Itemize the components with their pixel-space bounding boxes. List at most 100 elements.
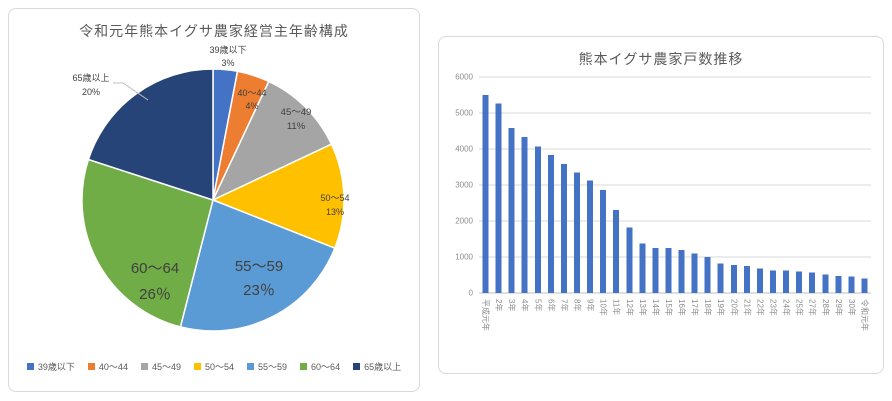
pie-slice-6 xyxy=(81,158,214,328)
x-axis-label: 5年 xyxy=(533,299,543,311)
pie-slice-value-label: 26％ xyxy=(139,286,171,303)
bar-24年 xyxy=(783,270,790,293)
bar-3年 xyxy=(508,128,515,293)
bar-chart-title: 熊本イグサ農家戸数推移 xyxy=(578,51,744,67)
legend-swatch-icon xyxy=(140,363,148,370)
legend-label: 39歳以下 xyxy=(37,362,75,372)
bar-27年 xyxy=(809,272,816,293)
y-axis-label: 0 xyxy=(469,289,474,298)
x-axis-label: 19年 xyxy=(716,299,726,316)
bar-5年 xyxy=(534,146,541,293)
legend-swatch-icon xyxy=(300,363,308,370)
x-axis-label: 4年 xyxy=(520,299,530,311)
bar-chart-canvas: 0 1000 2000 3000 4000 5000 6000 平成元年 2年 3年 4年 5年 6年 7… xyxy=(455,73,871,331)
pie-chart-card: 令和元年熊本イグサ農家経営主年齢構成 39歳以下 3% 40～44 4% 45～49 11… xyxy=(8,8,420,392)
bar-7年 xyxy=(560,163,567,293)
legend-label: 65歳以上 xyxy=(364,362,402,372)
y-axis-label: 5000 xyxy=(455,109,473,118)
legend-item: 55～59 xyxy=(247,360,287,373)
legend-label: 60～64 xyxy=(311,362,341,372)
bar-chart-card: 熊本イグサ農家戸数推移 0 1000 2000 3000 4000 5000 6000 平成元… xyxy=(438,36,884,374)
bar-10年 xyxy=(600,190,607,293)
x-axis-label: 22年 xyxy=(755,299,765,316)
pie-slice-value-label: 13% xyxy=(326,207,344,217)
x-axis-label: 15年 xyxy=(664,299,674,316)
bar-4年 xyxy=(521,137,528,293)
legend-swatch-icon xyxy=(87,363,95,370)
pie-slice-label: 45～49 xyxy=(281,107,312,118)
pie-slice-label: 60～64 xyxy=(131,260,179,277)
bar-21年 xyxy=(743,266,750,293)
legend-swatch-icon xyxy=(247,363,255,370)
x-axis-label: 21年 xyxy=(742,299,752,316)
x-axis-label: 28年 xyxy=(821,299,831,316)
x-axis-label: 18年 xyxy=(703,299,713,316)
bar-20年 xyxy=(730,264,737,293)
y-axis-label: 2000 xyxy=(455,217,473,226)
pie-slice-7 xyxy=(87,68,214,201)
legend-item: 50～54 xyxy=(193,360,235,373)
pie-slice-label: 65歳以上 xyxy=(72,72,109,83)
x-axis-label: 2年 xyxy=(494,299,504,311)
x-axis-label: 9年 xyxy=(586,299,596,311)
bar-14年 xyxy=(652,248,659,293)
bar-28年 xyxy=(822,274,829,293)
x-axis-label: 3年 xyxy=(507,299,517,311)
pie-slice-value-label: 20% xyxy=(82,87,100,97)
legend-item: 45～49 xyxy=(140,360,181,373)
x-axis-label: 27年 xyxy=(808,299,818,316)
pie-slice-4 xyxy=(212,143,345,249)
legend-item: 39歳以下 xyxy=(26,360,75,373)
legend-item: 65歳以上 xyxy=(353,360,401,373)
x-axis-label: 平成元年 xyxy=(481,299,491,331)
bar-29年 xyxy=(835,276,842,293)
bar-16年 xyxy=(678,250,685,293)
legend-label: 45～49 xyxy=(151,362,181,372)
bar-30年 xyxy=(848,276,855,293)
x-axis-label: 7年 xyxy=(559,299,569,311)
x-axis-label: 10年 xyxy=(599,299,609,316)
legend-swatch-icon xyxy=(26,363,34,370)
bar-17年 xyxy=(691,253,698,293)
pie-slice-value-label: 4% xyxy=(245,101,258,111)
y-axis-label: 6000 xyxy=(455,73,473,82)
bar-13年 xyxy=(639,243,646,293)
bar-8年 xyxy=(574,172,580,293)
x-axis-label: 11年 xyxy=(612,299,622,315)
legend-label: 55～59 xyxy=(258,362,288,372)
pie-slice-value-label: 23％ xyxy=(243,282,275,299)
x-axis-label: 16年 xyxy=(677,299,687,316)
bar-6年 xyxy=(547,155,554,293)
pie-chart-title: 令和元年熊本イグサ農家経営主年齢構成 xyxy=(79,23,349,39)
bar-2年 xyxy=(495,103,502,293)
legend-label: 50～54 xyxy=(204,362,235,372)
pie-slice-label: 55～59 xyxy=(235,258,283,275)
pie-slice-label: 39歳以下 xyxy=(209,44,246,55)
pie-slice-label: 50～54 xyxy=(320,193,349,203)
legend-label: 40～44 xyxy=(98,362,128,372)
pie-slice-3 xyxy=(212,80,333,201)
pie-chart-canvas: 39歳以下 3% 40～44 4% 45～49 11% 50～54 13% 55～59 23％ 60… xyxy=(72,44,350,332)
x-axis-label: 12年 xyxy=(625,299,635,316)
x-axis-label: 23年 xyxy=(769,299,779,316)
x-axis-label: 20年 xyxy=(729,299,739,316)
bar-9年 xyxy=(587,180,594,293)
x-axis-label: 29年 xyxy=(834,299,844,316)
bar-25年 xyxy=(796,271,803,293)
x-axis-label: 13年 xyxy=(638,299,648,316)
bar-15年 xyxy=(665,248,672,293)
bar-19年 xyxy=(717,263,724,293)
bar-平成元年 xyxy=(482,95,489,293)
legend-swatch-icon xyxy=(193,363,201,370)
x-axis-label: 令和元年 xyxy=(860,299,870,331)
x-axis-label: 8年 xyxy=(573,299,583,311)
pie-slice-value-label: 11% xyxy=(287,121,306,132)
legend-item: 60～64 xyxy=(300,360,340,373)
bar-12年 xyxy=(626,227,633,293)
x-axis-label: 14年 xyxy=(651,299,661,316)
bar-令和元年 xyxy=(861,278,868,293)
bar-18年 xyxy=(704,257,711,293)
y-axis-label: 4000 xyxy=(455,145,473,154)
pie-slice-value-label: 3% xyxy=(221,58,234,68)
